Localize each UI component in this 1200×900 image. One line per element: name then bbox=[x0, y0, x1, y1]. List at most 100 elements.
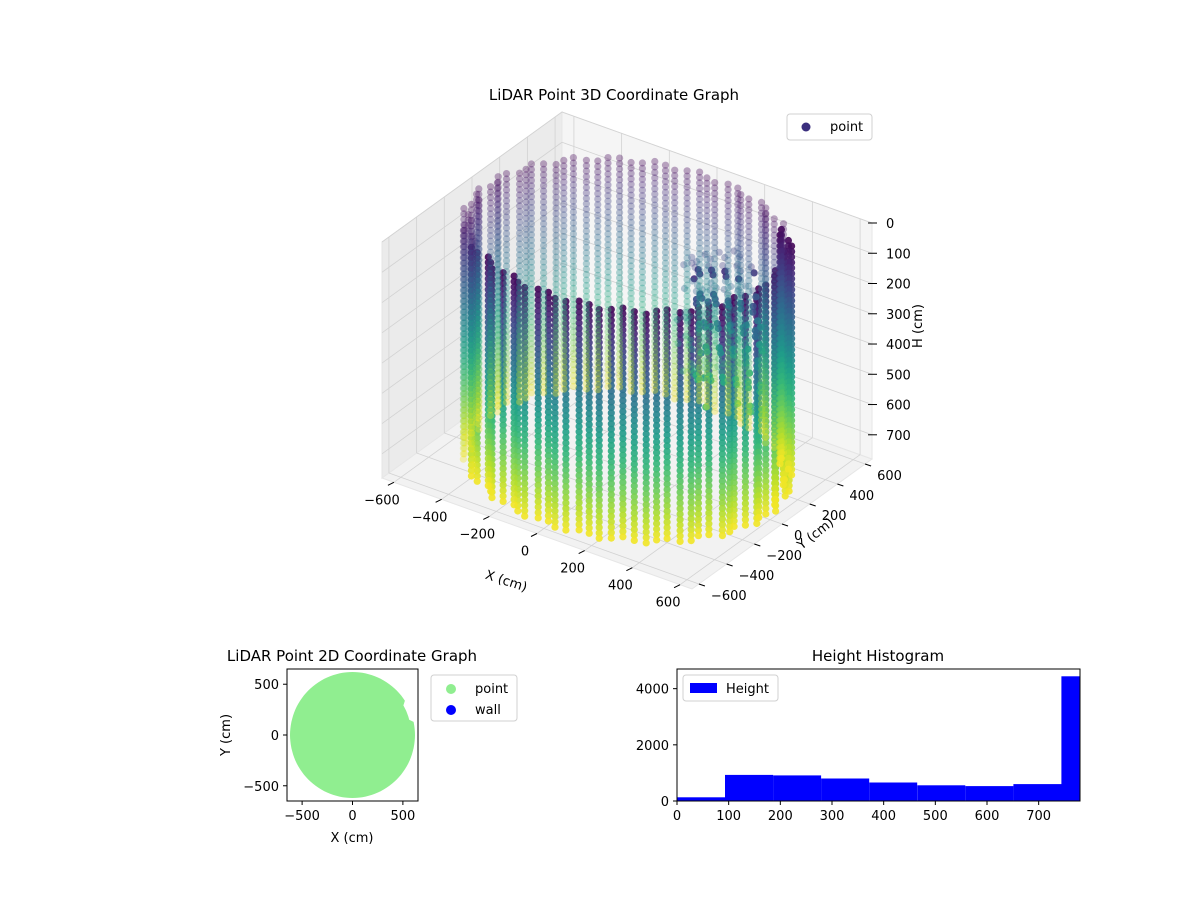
scatter3d-point bbox=[784, 253, 793, 261]
scatter3d-point bbox=[733, 262, 741, 270]
scatter3d-point bbox=[493, 201, 501, 209]
scatter3d-point bbox=[687, 515, 695, 523]
scatter3d-point bbox=[642, 463, 650, 471]
scatter3d-point bbox=[718, 499, 727, 507]
scatter3d-point bbox=[560, 260, 568, 268]
scatter3d-point bbox=[521, 458, 529, 466]
scatter3d-point bbox=[499, 274, 507, 282]
scatter3d-point bbox=[475, 349, 483, 357]
scatter3d-point bbox=[604, 213, 612, 222]
scatter3d-point bbox=[683, 325, 691, 333]
scatter3d-point bbox=[575, 450, 583, 458]
scatter3d-point bbox=[638, 268, 647, 276]
scatter3d-point bbox=[734, 399, 742, 408]
scatter3d-point bbox=[777, 427, 786, 435]
scatter3d-point bbox=[687, 351, 695, 359]
scatter3d-point bbox=[471, 423, 479, 431]
scatter3d-point bbox=[651, 326, 659, 334]
scatter3d-point bbox=[784, 356, 793, 364]
scatter3d-point bbox=[703, 201, 711, 209]
scatter3d-point bbox=[724, 180, 732, 188]
scatter3d-point bbox=[594, 184, 602, 192]
scatter3d-point bbox=[771, 501, 779, 509]
scatter3d-point bbox=[585, 507, 593, 516]
scatter3d-point bbox=[762, 351, 770, 359]
scatter3d-point bbox=[630, 378, 638, 387]
scatter3d-point bbox=[630, 438, 638, 446]
scatter3d-point bbox=[630, 368, 638, 376]
scatter3d-point bbox=[459, 373, 467, 382]
scatter3d-point bbox=[671, 330, 679, 338]
scatter3d-point bbox=[651, 266, 659, 275]
scatter3d-point bbox=[745, 293, 753, 301]
scatter3d-point bbox=[551, 469, 559, 477]
scatter3d-point bbox=[475, 196, 483, 204]
y-tick-label-2d: −500 bbox=[243, 780, 279, 795]
scatter3d-point bbox=[522, 231, 530, 239]
scatter3d-point bbox=[731, 368, 740, 376]
scatter3d-point bbox=[475, 332, 483, 340]
scatter3d-point bbox=[544, 321, 553, 329]
scatter3d-point bbox=[493, 315, 501, 323]
scatter3d-point bbox=[785, 487, 793, 495]
scatter3d-point bbox=[521, 474, 529, 482]
scatter3d-point bbox=[661, 335, 670, 344]
scatter3d-point bbox=[661, 178, 670, 186]
scatter3d-point bbox=[560, 233, 568, 241]
scatter3d-point bbox=[663, 436, 671, 445]
scatter3d-point bbox=[745, 271, 753, 279]
scatter3d-point bbox=[627, 175, 635, 183]
scatter3d-point bbox=[473, 354, 481, 362]
scatter3d-point bbox=[762, 385, 770, 393]
scatter3d-point bbox=[642, 523, 650, 531]
scatter3d-point bbox=[762, 308, 770, 317]
scatter3d-point bbox=[471, 292, 479, 300]
scatter3d-point bbox=[653, 509, 661, 517]
grid-z-left bbox=[381, 172, 563, 303]
scatter3d-point bbox=[779, 356, 788, 364]
scatter3d-point bbox=[585, 475, 593, 483]
grid-z-back bbox=[561, 141, 873, 254]
scatter3d-point bbox=[777, 383, 786, 392]
scatter3d-point bbox=[694, 330, 703, 338]
scatter3d-point bbox=[619, 342, 627, 350]
scatter3d-point bbox=[724, 316, 732, 324]
scatter3d-point bbox=[718, 390, 727, 398]
scatter3d-point bbox=[562, 472, 570, 480]
scatter3d-point bbox=[464, 428, 472, 437]
scatter3d-point bbox=[487, 411, 495, 419]
scatter3d-point bbox=[521, 480, 529, 488]
scatter3d-point bbox=[676, 450, 684, 458]
scatter3d-point bbox=[534, 291, 542, 299]
scatter3d-point bbox=[777, 411, 786, 419]
scatter3d-point bbox=[527, 269, 536, 277]
scatter3d-point bbox=[757, 318, 766, 326]
scatter3d-point bbox=[467, 298, 476, 306]
scatter3d-point bbox=[594, 206, 602, 214]
scatter3d-point bbox=[569, 382, 578, 390]
scatter3d-point bbox=[461, 308, 469, 316]
scatter3d-point bbox=[560, 342, 568, 350]
scatter3d-point bbox=[671, 199, 679, 207]
scatter3d-point bbox=[473, 341, 481, 349]
scatter3d-point bbox=[468, 297, 477, 305]
scatter3d-point bbox=[484, 275, 492, 283]
scatter3d-point bbox=[735, 275, 743, 283]
scatter3d-point bbox=[534, 454, 542, 462]
scatter3d-point bbox=[734, 200, 742, 208]
scatter3d-point bbox=[582, 352, 591, 360]
scatter3d-point bbox=[595, 534, 603, 542]
scatter3d-point bbox=[521, 371, 529, 379]
scatter3d-point bbox=[459, 232, 467, 240]
z-tick-label-3d: 0 bbox=[886, 217, 894, 232]
scatter3d-point bbox=[487, 341, 495, 349]
scatter3d-point bbox=[721, 267, 729, 275]
scatter3d-point bbox=[784, 427, 793, 435]
scatter3d-point bbox=[551, 431, 559, 439]
scatter3d-point bbox=[560, 271, 568, 279]
scatter3d-point bbox=[724, 289, 732, 297]
scatter3d-point bbox=[484, 444, 492, 452]
scatter3d-point bbox=[487, 194, 495, 202]
scatter3d-point bbox=[595, 414, 603, 423]
scatter3d-point bbox=[540, 345, 548, 353]
